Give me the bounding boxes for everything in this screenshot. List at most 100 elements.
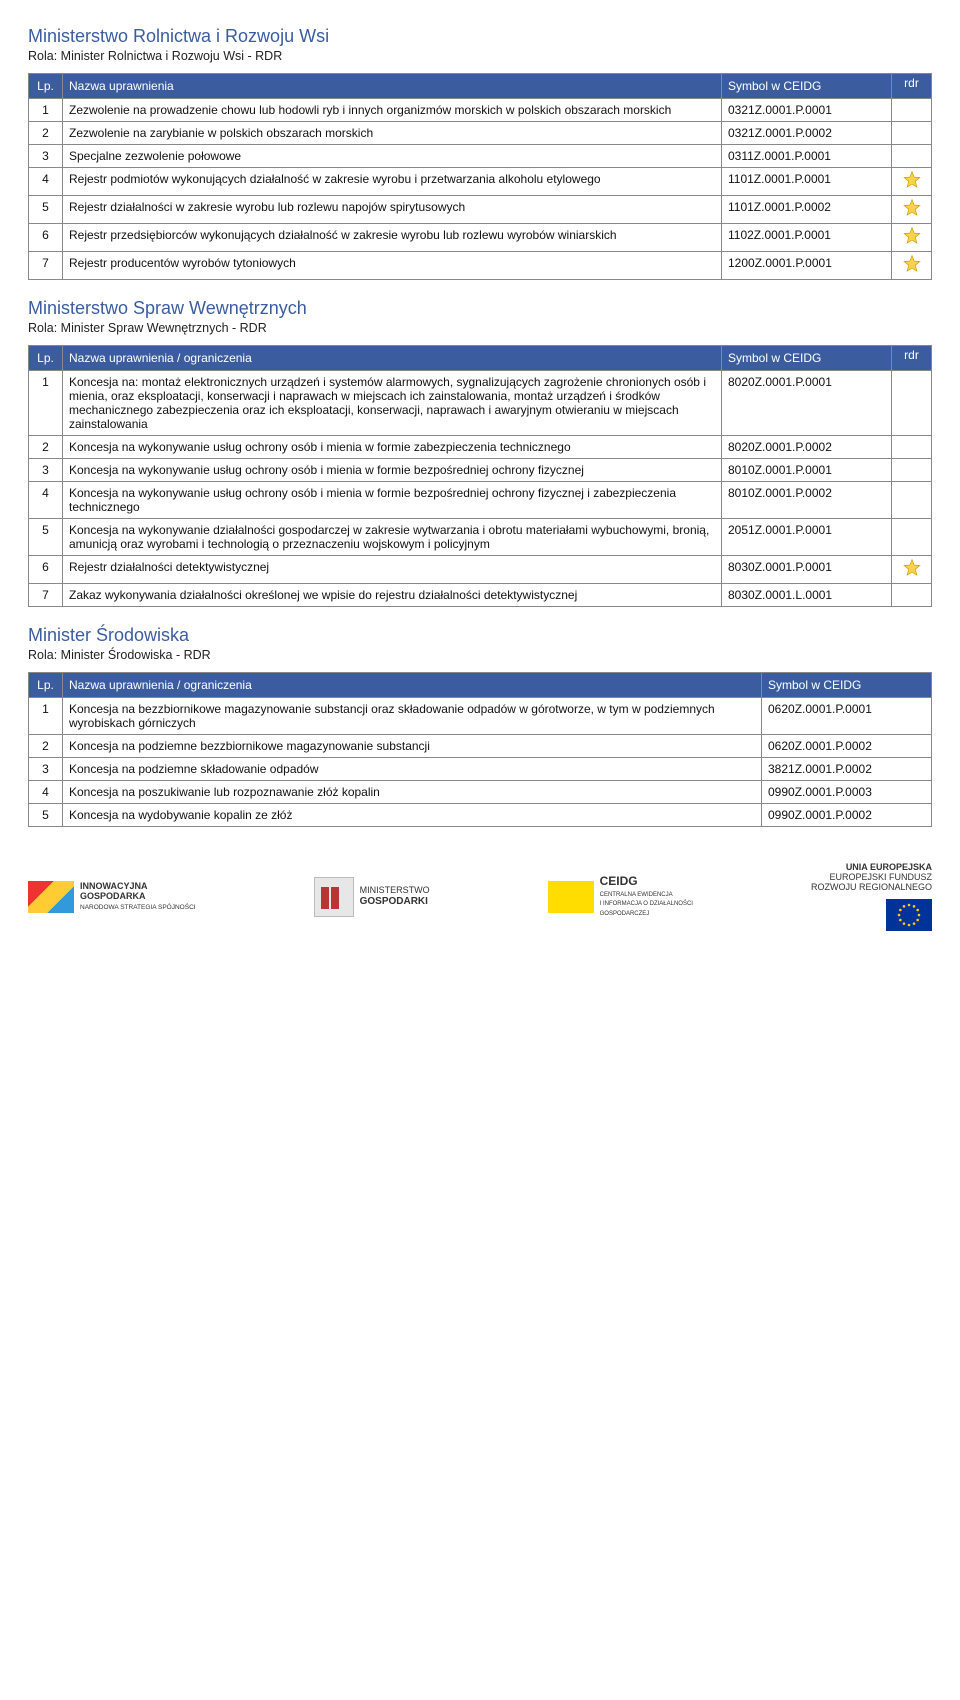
table-row: 4Rejestr podmiotów wykonujących działaln… — [29, 168, 932, 196]
logo-ceidg: CEIDG CENTRALNA EWIDENCJA I INFORMACJA O… — [548, 875, 693, 918]
cell-symbol: 8030Z.0001.L.0001 — [722, 584, 892, 607]
cell-lp: 3 — [29, 758, 63, 781]
cell-lp: 7 — [29, 252, 63, 280]
table-row: 1Koncesja na: montaż elektronicznych urz… — [29, 371, 932, 436]
eu-l2: EUROPEJSKI FUNDUSZ — [829, 872, 932, 882]
cell-symbol: 8030Z.0001.P.0001 — [722, 556, 892, 584]
cell-symbol: 8020Z.0001.P.0001 — [722, 371, 892, 436]
cell-rdr — [892, 371, 932, 436]
gosp-l1: MINISTERSTWO — [360, 885, 430, 895]
cell-lp: 3 — [29, 145, 63, 168]
logo-innowacyjna: INNOWACYJNA GOSPODARKA NARODOWA STRATEGI… — [28, 881, 196, 913]
cell-symbol: 0321Z.0001.P.0002 — [722, 122, 892, 145]
ceidg-l2: CENTRALNA EWIDENCJA — [600, 892, 673, 898]
innow-l1: INNOWACYJNA — [80, 881, 148, 891]
cell-name: Koncesja na bezzbiornikowe magazynowanie… — [63, 698, 762, 735]
gosp-l2: GOSPODARKI — [360, 896, 428, 907]
section-role: Rola: Minister Rolnictwa i Rozwoju Wsi -… — [28, 49, 932, 63]
table-row: 2Zezwolenie na zarybianie w polskich obs… — [29, 122, 932, 145]
col-lp: Lp. — [29, 673, 63, 698]
cell-lp: 2 — [29, 735, 63, 758]
cell-name: Zezwolenie na prowadzenie chowu lub hodo… — [63, 99, 722, 122]
section-title: Minister Środowiska — [28, 625, 932, 646]
eu-l3: ROZWOJU REGIONALNEGO — [811, 882, 932, 892]
cell-symbol: 0990Z.0001.P.0003 — [762, 781, 932, 804]
col-lp: Lp. — [29, 346, 63, 371]
cell-lp: 5 — [29, 804, 63, 827]
cell-name: Koncesja na wykonywanie działalności gos… — [63, 519, 722, 556]
cell-symbol: 8020Z.0001.P.0002 — [722, 436, 892, 459]
footer-logos: INNOWACYJNA GOSPODARKA NARODOWA STRATEGI… — [28, 845, 932, 931]
table-row: 2Koncesja na wykonywanie usług ochrony o… — [29, 436, 932, 459]
ceidg-l4: GOSPODARCZEJ — [600, 911, 650, 917]
cell-rdr — [892, 168, 932, 196]
innow-l2: GOSPODARKA — [80, 891, 146, 901]
cell-symbol: 0990Z.0001.P.0002 — [762, 804, 932, 827]
table-row: 1Zezwolenie na prowadzenie chowu lub hod… — [29, 99, 932, 122]
col-lp: Lp. — [29, 74, 63, 99]
cell-rdr — [892, 482, 932, 519]
cell-name: Rejestr przedsiębiorców wykonujących dzi… — [63, 224, 722, 252]
ceidg-l1: CEIDG — [600, 874, 638, 888]
section-role: Rola: Minister Spraw Wewnętrznych - RDR — [28, 321, 932, 335]
col-symbol: Symbol w CEIDG — [722, 346, 892, 371]
cell-name: Rejestr podmiotów wykonujących działalno… — [63, 168, 722, 196]
cell-lp: 4 — [29, 482, 63, 519]
col-rdr: rdr — [892, 74, 932, 99]
eu-flag-icon — [886, 899, 932, 931]
cell-lp: 6 — [29, 224, 63, 252]
cell-lp: 2 — [29, 436, 63, 459]
cell-symbol: 0321Z.0001.P.0001 — [722, 99, 892, 122]
table-row: 7Rejestr producentów wyrobów tytoniowych… — [29, 252, 932, 280]
ceidg-icon — [548, 881, 594, 913]
section-title: Ministerstwo Rolnictwa i Rozwoju Wsi — [28, 26, 932, 47]
cell-lp: 1 — [29, 99, 63, 122]
cell-lp: 4 — [29, 168, 63, 196]
cell-symbol: 1102Z.0001.P.0001 — [722, 224, 892, 252]
table-row: 5Koncesja na wykonywanie działalności go… — [29, 519, 932, 556]
cell-rdr — [892, 584, 932, 607]
cell-name: Rejestr działalności w zakresie wyrobu l… — [63, 196, 722, 224]
table-row: 3Specjalne zezwolenie połowowe0311Z.0001… — [29, 145, 932, 168]
table-row: 3Koncesja na podziemne składowanie odpad… — [29, 758, 932, 781]
cell-lp: 3 — [29, 459, 63, 482]
logo-eu: UNIA EUROPEJSKA EUROPEJSKI FUNDUSZ ROZWO… — [811, 863, 932, 931]
cell-symbol: 8010Z.0001.P.0002 — [722, 482, 892, 519]
cell-symbol: 3821Z.0001.P.0002 — [762, 758, 932, 781]
section-title: Ministerstwo Spraw Wewnętrznych — [28, 298, 932, 319]
cell-name: Koncesja na poszukiwanie lub rozpoznawan… — [63, 781, 762, 804]
section-role: Rola: Minister Środowiska - RDR — [28, 648, 932, 662]
cell-lp: 6 — [29, 556, 63, 584]
cell-name: Koncesja na wykonywanie usług ochrony os… — [63, 436, 722, 459]
table-row: 3Koncesja na wykonywanie usług ochrony o… — [29, 459, 932, 482]
cell-rdr — [892, 436, 932, 459]
cell-rdr — [892, 519, 932, 556]
logo-gospodarki: MINISTERSTWO GOSPODARKI — [314, 877, 430, 917]
permissions-table: Lp.Nazwa uprawnieniaSymbol w CEIDGrdr1Ze… — [28, 73, 932, 280]
cell-name: Rejestr działalności detektywistycznej — [63, 556, 722, 584]
star-icon — [902, 226, 922, 246]
cell-symbol: 0620Z.0001.P.0001 — [762, 698, 932, 735]
cell-name: Koncesja na: montaż elektronicznych urzą… — [63, 371, 722, 436]
cell-rdr — [892, 224, 932, 252]
cell-lp: 1 — [29, 698, 63, 735]
cell-name: Koncesja na wydobywanie kopalin ze złóż — [63, 804, 762, 827]
cell-rdr — [892, 556, 932, 584]
star-icon — [902, 254, 922, 274]
eu-l1: UNIA EUROPEJSKA — [846, 862, 932, 872]
cell-name: Koncesja na wykonywanie usług ochrony os… — [63, 482, 722, 519]
col-name: Nazwa uprawnienia / ograniczenia — [63, 346, 722, 371]
table-row: 2Koncesja na podziemne bezzbiornikowe ma… — [29, 735, 932, 758]
table-row: 4Koncesja na poszukiwanie lub rozpoznawa… — [29, 781, 932, 804]
table-row: 1Koncesja na bezzbiornikowe magazynowani… — [29, 698, 932, 735]
cell-symbol: 0311Z.0001.P.0001 — [722, 145, 892, 168]
table-row: 7Zakaz wykonywania działalności określon… — [29, 584, 932, 607]
col-symbol: Symbol w CEIDG — [722, 74, 892, 99]
table-row: 5Koncesja na wydobywanie kopalin ze złóż… — [29, 804, 932, 827]
cell-name: Specjalne zezwolenie połowowe — [63, 145, 722, 168]
innow-icon — [28, 881, 74, 913]
cell-lp: 5 — [29, 519, 63, 556]
star-icon — [902, 558, 922, 578]
permissions-table: Lp.Nazwa uprawnienia / ograniczeniaSymbo… — [28, 672, 932, 827]
cell-lp: 4 — [29, 781, 63, 804]
